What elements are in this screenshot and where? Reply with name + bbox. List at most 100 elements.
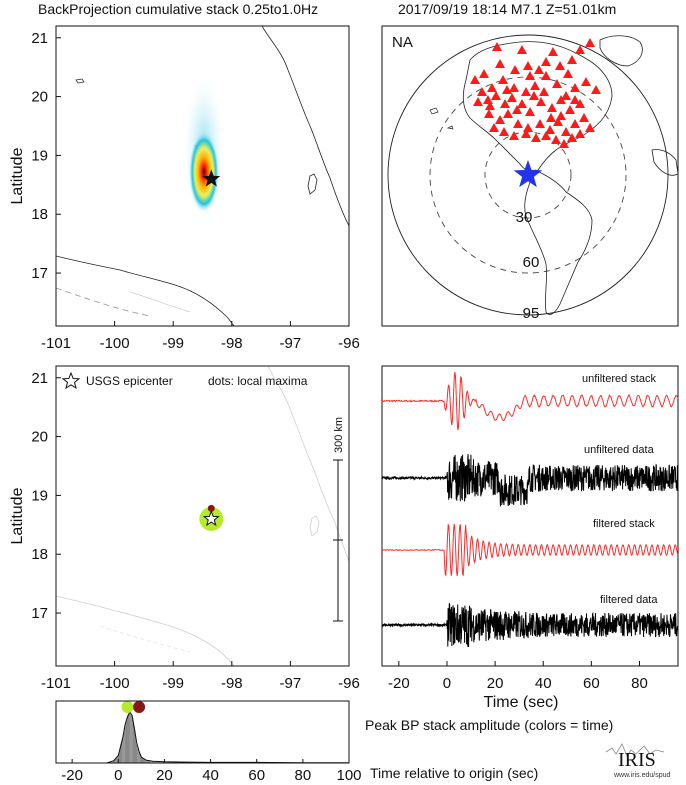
- x-tick-label: -97: [280, 335, 302, 352]
- waveform-frame: [381, 365, 679, 667]
- ring-label-60: 60: [523, 254, 540, 271]
- station-triangle: [570, 95, 580, 104]
- station-triangle: [545, 125, 555, 134]
- station-triangle: [489, 123, 499, 132]
- peak-amplitude-hatching: [113, 711, 150, 763]
- x-tick-label: -96: [338, 675, 360, 692]
- station-triangle: [521, 129, 531, 138]
- figure-title: BackProjection cumulative stack 0.25to1.…: [38, 1, 318, 17]
- backprojection-epicenter-star: [202, 169, 221, 187]
- station-triangle: [509, 131, 519, 140]
- peak-amplitude-x-label: Time relative to origin (sec): [370, 765, 538, 781]
- peak-amplitude-line: [56, 711, 349, 764]
- station-triangle: [507, 93, 517, 102]
- y-tick-label: 20: [31, 89, 48, 106]
- station-triangle: [525, 71, 535, 80]
- station-triangle: [563, 69, 573, 78]
- x-tick-label: -98: [221, 675, 243, 692]
- filtered-stack-trace: [382, 523, 679, 577]
- station-triangle: [567, 55, 577, 64]
- station-triangle: [500, 99, 510, 108]
- station-triangle: [499, 127, 509, 136]
- peak-amplitude-panel: -20 0 20 40 60 80 100 Peak BP stack amplitude …: [55, 700, 613, 784]
- station-triangle: [498, 75, 508, 84]
- local-maxima-coastlines: [56, 366, 349, 666]
- station-triangle: [567, 133, 577, 142]
- station-triangle: [559, 139, 569, 148]
- x-tick-label: -99: [162, 335, 184, 352]
- station-triangle: [503, 109, 513, 118]
- y-tick-label: 18: [31, 206, 48, 223]
- backprojection-map-frame: [55, 25, 350, 327]
- x-tick-label: -98: [221, 335, 243, 352]
- station-triangle: [487, 83, 497, 92]
- station-triangle: [539, 87, 549, 96]
- station-triangle: [531, 133, 541, 142]
- backprojection-heatmap: [184, 78, 224, 222]
- y-tick-label: 18: [31, 546, 48, 563]
- trace-label-filtered-data: filtered data: [600, 594, 658, 606]
- time-marker-dot: [121, 701, 134, 713]
- backprojection-map-axes: -101 -100 -99 -98 -97 -96 17 18 19 20 21: [31, 30, 360, 352]
- station-triangle: [546, 113, 556, 122]
- x-tick-label: 40: [535, 675, 552, 692]
- station-triangle: [512, 105, 522, 114]
- local-maximum-dot: [207, 504, 215, 512]
- station-triangle: [561, 127, 571, 136]
- x-tick-label: 40: [202, 767, 219, 784]
- event-info: 2017/09/19 18:14 M7.1 Z=51.01km: [398, 1, 616, 17]
- station-triangle: [485, 101, 495, 110]
- station-triangle: [553, 117, 563, 126]
- station-triangle: [523, 61, 533, 70]
- station-triangle: [495, 59, 505, 68]
- unfiltered-data-trace: [381, 454, 679, 507]
- backprojection-map-panel: -101 -100 -99 -98 -97 -96 17 18 19 20 21 Latitude: [9, 25, 360, 352]
- x-tick-label: -99: [162, 675, 184, 692]
- x-tick-label: 20: [487, 675, 504, 692]
- x-tick-label: -101: [41, 335, 71, 352]
- station-triangle: [585, 38, 595, 47]
- peak-amplitude-frame: [55, 700, 350, 764]
- legend-maxima-label: dots: local maxima: [208, 374, 308, 388]
- station-triangle: [581, 77, 591, 86]
- x-tick-label: 100: [336, 767, 361, 784]
- station-triangle: [525, 107, 535, 116]
- station-triangle: [547, 103, 557, 112]
- x-tick-label: 60: [248, 767, 265, 784]
- unfiltered-stack-trace: [381, 371, 679, 431]
- station-triangle: [555, 61, 565, 70]
- station-triangle: [575, 129, 585, 138]
- x-tick-label: 60: [583, 675, 600, 692]
- y-tick-label: 17: [31, 265, 48, 282]
- station-triangle: [521, 87, 531, 96]
- local-maxima-map-frame: [55, 365, 350, 667]
- station-triangle: [548, 47, 558, 56]
- peak-amplitude-time-markers: [121, 701, 146, 713]
- station-map-globe: [387, 34, 678, 316]
- local-maxima-y-label: Latitude: [9, 487, 26, 544]
- station-triangle: [509, 83, 519, 92]
- legend-epicenter-star-icon: [61, 371, 81, 390]
- x-tick-label: -20: [61, 767, 83, 784]
- backprojection-y-label: Latitude: [9, 147, 26, 204]
- epicenter-star-icon: [513, 160, 543, 188]
- station-markers: [470, 38, 601, 148]
- usgs-epicenter-star-icon: [202, 509, 220, 527]
- station-triangle: [575, 99, 585, 108]
- x-tick-label: 20: [156, 767, 173, 784]
- y-tick-label: 17: [31, 605, 48, 622]
- station-triangle: [491, 91, 501, 100]
- x-tick-label: -100: [100, 675, 130, 692]
- y-tick-label: 19: [31, 487, 48, 504]
- station-triangle: [536, 97, 546, 106]
- y-tick-label: 21: [31, 370, 48, 387]
- iris-logo: IRIS www.iris.edu/spud: [605, 743, 671, 779]
- local-maxima-points: [199, 504, 224, 531]
- trace-label-unfiltered-stack: unfiltered stack: [582, 373, 656, 385]
- station-triangle: [477, 87, 487, 96]
- station-triangle: [513, 119, 523, 128]
- station-triangle: [470, 75, 480, 84]
- station-triangle: [517, 45, 527, 54]
- station-triangle: [502, 85, 512, 94]
